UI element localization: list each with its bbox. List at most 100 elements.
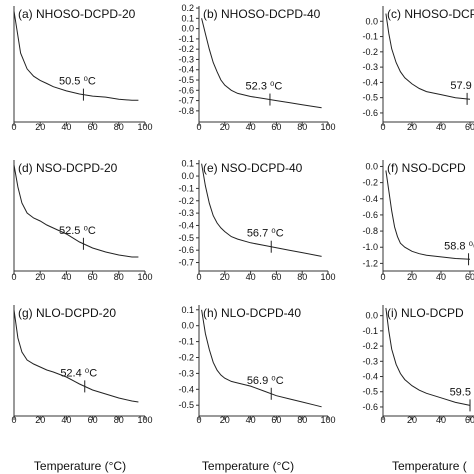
- panel-h: 0 20 40 60 80 100 0.1 0.0 -0.1 -0.2 -0.3 -0.4 -0.5 56…: [178, 305, 335, 425]
- x-tick-label: 60: [88, 272, 98, 282]
- x-tick-label: 100: [320, 415, 335, 425]
- x-tick-label: 0: [196, 122, 201, 132]
- y-tick-label: -0.6: [178, 245, 194, 255]
- x-tick-label: 60: [271, 272, 281, 282]
- x-tick-label: 80: [297, 272, 307, 282]
- x-tick-label: 100: [137, 272, 152, 282]
- y-tick-label: -0.4: [362, 77, 378, 87]
- x-tick-label: 0: [380, 272, 385, 282]
- y-tick-label: -0.5: [178, 233, 194, 243]
- y-tick-label: 0.0: [181, 321, 194, 331]
- x-tick-label: 40: [436, 415, 446, 425]
- y-tick-label: -0.2: [362, 47, 378, 57]
- y-tick-label: -0.1: [178, 34, 194, 44]
- y-tick-label: -0.3: [178, 54, 194, 64]
- x-tick-label: 0: [11, 122, 16, 132]
- tg-annotation: 52.5 ⁰C: [59, 225, 96, 237]
- x-tick-label: 40: [436, 122, 446, 132]
- y-tick-label: -0.5: [178, 75, 194, 85]
- y-tick-label: -0.7: [178, 96, 194, 106]
- panel-c: 0 20 40 60 0.0 -0.1 -0.2 -0.3 -0.4 -0.5 -0.6 57.9 (c…: [362, 6, 474, 132]
- x-tick-label: 0: [196, 415, 201, 425]
- x-tick-label: 0: [11, 415, 16, 425]
- x-tick-label: 20: [220, 415, 230, 425]
- y-tick-label: 0.0: [365, 161, 378, 171]
- x-tick-label: 60: [465, 122, 474, 132]
- y-tick-label: -0.8: [362, 226, 378, 236]
- x-tick-label: 60: [88, 122, 98, 132]
- y-tick-label: -0.2: [362, 178, 378, 188]
- y-tick-label: -0.5: [362, 387, 378, 397]
- x-tick-label: 40: [246, 122, 256, 132]
- panel-a: 0 20 40 60 80 100 50.5 ⁰C (a) NHOSO-DCPD-20: [11, 6, 153, 132]
- y-tick-label: -0.3: [178, 368, 194, 378]
- y-tick-label: -0.4: [362, 194, 378, 204]
- x-tick-label: 100: [137, 415, 152, 425]
- panel-f: 0 20 40 60 0.0 -0.2 -0.4 -0.6 -0.8 -1.0 -1.2 58.8 ⁰…: [362, 160, 474, 282]
- x-axis-label-col1: Temperature (°C): [34, 459, 126, 473]
- dsc-curve: [385, 13, 471, 100]
- panel-g: 0 20 40 60 80 100 52.4 ⁰C (g) NLO-DCPD-20: [11, 305, 153, 425]
- x-tick-label: 0: [380, 122, 385, 132]
- x-tick-label: 0: [196, 272, 201, 282]
- y-tick-label: -0.7: [178, 258, 194, 268]
- x-tick-label: 20: [220, 272, 230, 282]
- panel-b: 0 20 40 60 80 1000.20.10.0-0.1-0.2-0.3-0.4-0.…: [178, 3, 335, 132]
- y-tick-label: -1.0: [362, 242, 378, 252]
- y-tick-label: 0.1: [181, 305, 194, 315]
- y-tick-label: -0.1: [362, 326, 378, 336]
- y-tick-label: -0.2: [178, 44, 194, 54]
- panel-title: (h) NLO-DCPD-40: [203, 306, 301, 320]
- y-tick-label: -0.6: [362, 108, 378, 118]
- y-tick-label: -0.4: [178, 65, 194, 75]
- y-tick-label: -0.6: [362, 402, 378, 412]
- panel-title: (a) NHOSO-DCPD-20: [18, 7, 136, 21]
- x-tick-label: 20: [35, 415, 45, 425]
- x-tick-label: 100: [137, 122, 152, 132]
- dsc-curve: [13, 309, 139, 403]
- x-tick-label: 80: [297, 122, 307, 132]
- dsc-curve: [201, 309, 322, 408]
- x-tick-label: 20: [35, 272, 45, 282]
- dsc-curve: [13, 164, 139, 258]
- panel-title: (e) NSO-DCPD-40: [203, 161, 303, 175]
- x-tick-label: 0: [11, 272, 16, 282]
- y-tick-label: -0.4: [178, 220, 194, 230]
- x-tick-label: 40: [246, 415, 256, 425]
- x-tick-label: 20: [220, 122, 230, 132]
- y-tick-label: -0.2: [362, 341, 378, 351]
- x-tick-label: 60: [88, 415, 98, 425]
- panel-title: (b) NHOSO-DCPD-40: [203, 7, 321, 21]
- x-tick-label: 20: [407, 272, 417, 282]
- x-tick-label: 40: [61, 415, 71, 425]
- y-tick-label: -0.5: [362, 93, 378, 103]
- y-tick-label: -0.4: [362, 372, 378, 382]
- x-tick-label: 20: [407, 415, 417, 425]
- y-tick-label: 0.0: [365, 311, 378, 321]
- panel-title: (d) NSO-DCPD-20: [18, 161, 118, 175]
- x-tick-label: 20: [35, 122, 45, 132]
- x-tick-label: 20: [407, 122, 417, 132]
- y-tick-label: -0.1: [178, 183, 194, 193]
- y-tick-label: -0.3: [362, 356, 378, 366]
- x-tick-label: 60: [271, 415, 281, 425]
- panel-title: (i) NLO-DCPD: [387, 306, 464, 320]
- x-tick-label: 100: [320, 122, 335, 132]
- dsc-curve: [201, 163, 322, 257]
- x-axis-label-col2: Temperature (°C): [202, 459, 294, 473]
- y-tick-label: -0.1: [362, 32, 378, 42]
- y-tick-label: 0.0: [181, 24, 194, 34]
- x-tick-label: 60: [465, 272, 474, 282]
- x-tick-label: 80: [297, 415, 307, 425]
- y-tick-label: -0.2: [178, 353, 194, 363]
- x-tick-label: 100: [320, 272, 335, 282]
- y-tick-label: -0.4: [178, 384, 194, 394]
- x-axis-label-col3: Temperature (: [392, 459, 467, 473]
- y-tick-label: -0.3: [362, 62, 378, 72]
- y-tick-label: 0.1: [181, 159, 194, 169]
- tg-annotation: 56.7 ⁰C: [247, 228, 284, 240]
- panel-title: (c) NHOSO-DCPD: [387, 7, 474, 21]
- tg-annotation: 52.3 ⁰C: [246, 81, 283, 93]
- y-tick-label: -1.2: [362, 258, 378, 268]
- x-tick-label: 40: [246, 272, 256, 282]
